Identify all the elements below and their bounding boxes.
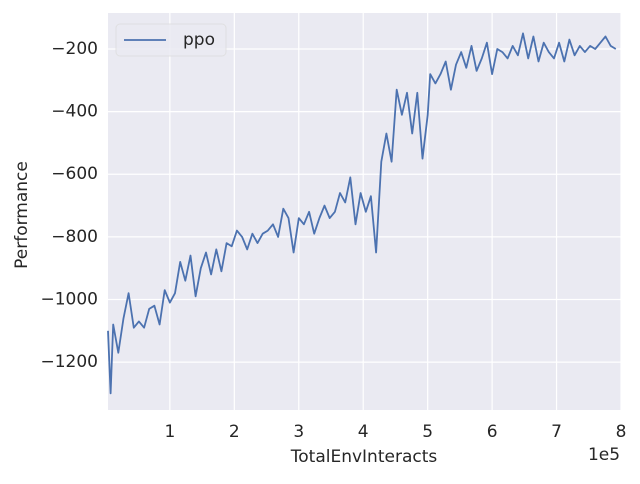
legend: ppo	[115, 23, 227, 57]
y-tick-label: −1000	[40, 289, 98, 309]
x-tick-label: 3	[293, 422, 304, 442]
legend-label: ppo	[183, 30, 215, 50]
x-axis-label: TotalEnvInteracts	[290, 447, 438, 467]
y-tick-label: −800	[51, 227, 98, 247]
plot-area	[108, 13, 621, 410]
x-tick-label: 8	[616, 422, 627, 442]
x-tick-label: 6	[487, 422, 498, 442]
x-tick-label: 7	[551, 422, 562, 442]
y-tick-label: −1200	[40, 352, 98, 372]
x-tick-label: 2	[229, 422, 240, 442]
x-offset-label: 1e5	[588, 445, 620, 465]
series-line	[107, 32, 617, 395]
x-tick-label: 1	[164, 422, 175, 442]
marks	[107, 32, 617, 395]
x-tick-label: 5	[422, 422, 433, 442]
y-tick-label: −400	[51, 102, 98, 122]
y-tick-label: −600	[51, 164, 98, 184]
y-axis-label: Performance	[12, 161, 32, 269]
y-tick-label: −200	[51, 39, 98, 59]
legend-box	[115, 23, 227, 57]
x-tick-label: 4	[358, 422, 369, 442]
